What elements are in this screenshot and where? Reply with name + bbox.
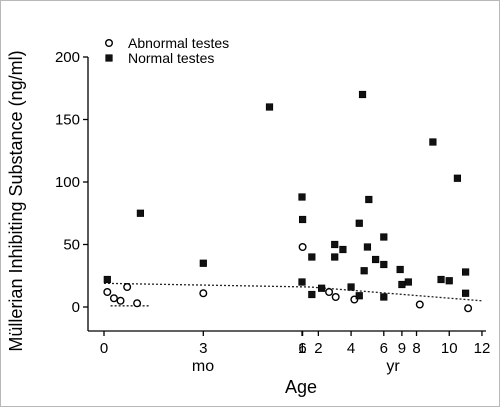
reference-lines xyxy=(103,282,483,307)
abnormal-testes-point xyxy=(116,296,125,305)
abnormal-testes-point xyxy=(298,242,307,251)
x-tick-label-mo: 9 xyxy=(398,340,406,357)
x-tick-label-yr: 2 xyxy=(314,340,322,357)
y-axis-title: Müllerian Inhibiting Substance (ng/ml) xyxy=(6,50,26,351)
x-tick-label-yr: 12 xyxy=(474,340,491,357)
normal-testes-point xyxy=(461,268,470,276)
legend-filled-square-icon xyxy=(105,54,113,62)
normal-testes-point xyxy=(347,283,355,291)
x-segment-unit-years: yr xyxy=(386,358,400,375)
x-tick-label-yr: 10 xyxy=(441,340,458,357)
normal-testes-point xyxy=(437,275,445,284)
x-tick-label-yr: 6 xyxy=(380,340,388,357)
x-axis-title: Age xyxy=(285,377,317,397)
normal-testes-point xyxy=(199,259,207,267)
y-tick-label: 0 xyxy=(72,299,80,316)
reference-line xyxy=(103,282,483,302)
normal-testes-point xyxy=(398,280,406,289)
normal-testes-point xyxy=(103,275,111,284)
x-tick-label-yr: 1 xyxy=(298,340,306,357)
x-tick-label-mo: 6 xyxy=(298,340,306,357)
abnormal-testes-point xyxy=(123,283,132,292)
y-tick-label: 50 xyxy=(63,237,80,254)
normal-testes-point xyxy=(358,90,367,99)
normal-testes-point xyxy=(372,255,380,264)
x-tick-label-yr: 8 xyxy=(412,340,420,357)
normal-testes-point xyxy=(136,209,145,217)
data-marks xyxy=(103,90,473,313)
normal-testes-point xyxy=(355,292,363,300)
normal-testes-point xyxy=(318,284,326,292)
normal-testes-point xyxy=(461,289,470,297)
normal-testes-point xyxy=(396,265,404,274)
abnormal-testes-point xyxy=(325,288,334,297)
y-tick-label: 100 xyxy=(55,174,80,191)
normal-testes-point xyxy=(339,245,347,254)
normal-testes-point xyxy=(331,253,339,261)
x-tick-label-mo: 0 xyxy=(100,340,108,357)
abnormal-testes-point xyxy=(103,288,112,297)
legend-open-circle-icon xyxy=(104,39,113,48)
abnormal-testes-point xyxy=(199,289,208,298)
y-tick-label: 150 xyxy=(55,112,80,129)
x-tick-label-yr: 4 xyxy=(347,340,355,357)
chart-axes xyxy=(87,57,486,332)
normal-testes-point xyxy=(308,253,316,261)
normal-testes-point xyxy=(453,174,462,182)
normal-testes-point xyxy=(298,278,306,286)
abnormal-testes-point xyxy=(331,293,340,302)
normal-testes-point xyxy=(360,267,368,275)
abnormal-testes-point xyxy=(133,299,142,308)
normal-testes-point xyxy=(355,219,363,227)
normal-testes-point xyxy=(308,290,316,299)
abnormal-testes-point xyxy=(464,304,473,313)
normal-testes-point xyxy=(265,103,274,111)
normal-testes-point xyxy=(365,195,373,204)
y-tick-label: 200 xyxy=(55,49,80,66)
normal-testes-point xyxy=(331,240,339,249)
abnormal-testes-point xyxy=(415,300,424,309)
normal-testes-point xyxy=(298,215,307,224)
x-segment-unit-months: mo xyxy=(192,358,214,375)
normal-testes-point xyxy=(380,260,388,269)
normal-testes-point xyxy=(404,278,412,286)
legend-label: Abnormal testes xyxy=(128,35,229,51)
legend-label: Normal testes xyxy=(128,50,214,66)
abnormal-testes-point xyxy=(109,294,118,303)
normal-testes-point xyxy=(363,243,372,251)
x-tick-label-mo: 3 xyxy=(199,340,207,357)
normal-testes-point xyxy=(445,277,453,285)
normal-testes-point xyxy=(298,193,306,201)
normal-testes-point xyxy=(380,293,388,301)
normal-testes-point xyxy=(380,233,388,241)
normal-testes-point xyxy=(429,138,437,146)
